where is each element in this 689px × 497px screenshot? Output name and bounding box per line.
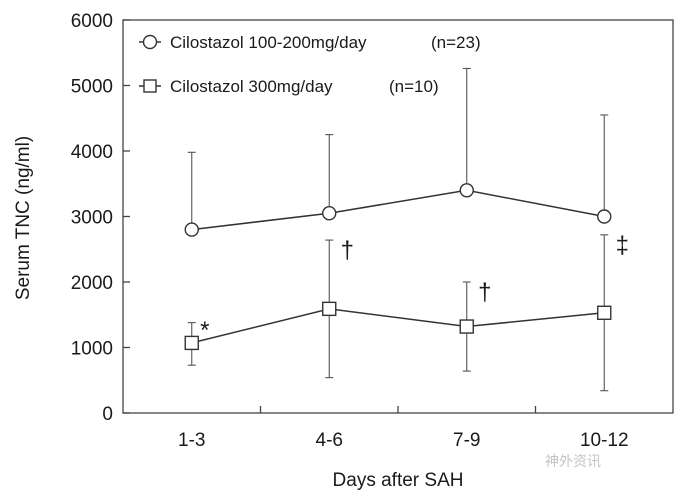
data-point-square [459,319,474,334]
data-point-circle [459,183,474,198]
x-tick-label: 4-6 [316,430,343,451]
series-line [191,308,605,344]
data-point-circle [597,209,612,224]
y-axis-ticks: 0 1000 2000 3000 4000 5000 6000 [71,11,130,425]
legend-n-series-2: (n=10) [389,77,439,96]
y-tick-label: 6000 [71,11,113,32]
y-tick-label: 0 [102,404,113,425]
x-axis-ticks: 1-3 4-6 7-9 10-12 [178,406,629,451]
significance-annotation: † [478,279,491,306]
significance-annotation: † [341,237,354,264]
data-point-square [597,305,612,320]
y-tick-label: 5000 [71,77,113,98]
significance-annotation: * [200,317,209,344]
series-1 [184,67,612,237]
y-tick-label: 1000 [71,339,113,360]
watermark: 神外资讯 [545,453,601,469]
y-axis-title: Serum TNC (ng/ml) [13,136,34,300]
x-tick-label: 10-12 [580,430,629,451]
legend-marker-circle [142,34,158,50]
data-point-square [322,301,337,317]
y-tick-label: 4000 [71,142,113,163]
series-line [191,189,605,231]
series-2: * † † ‡ [184,232,629,392]
legend-n-series-1: (n=23) [431,33,481,52]
legend-label-series-1: Cilostazol 100-200mg/day [170,33,367,52]
legend-label-series-2: Cilostazol 300mg/day [170,77,333,96]
data-point-circle [184,222,199,237]
series-layer: * † † ‡ [184,67,629,392]
significance-annotation: ‡ [616,232,629,259]
data-point-square [184,335,199,351]
x-axis-title: Days after SAH [333,470,464,491]
legend-marker-square [143,79,157,93]
legend: Cilostazol 100-200mg/day (n=23) Cilostaz… [139,33,481,96]
x-tick-label: 1-3 [178,430,205,451]
data-point-circle [322,206,337,221]
y-tick-label: 2000 [71,273,113,294]
x-tick-label: 7-9 [453,430,480,451]
y-tick-label: 3000 [71,208,113,229]
